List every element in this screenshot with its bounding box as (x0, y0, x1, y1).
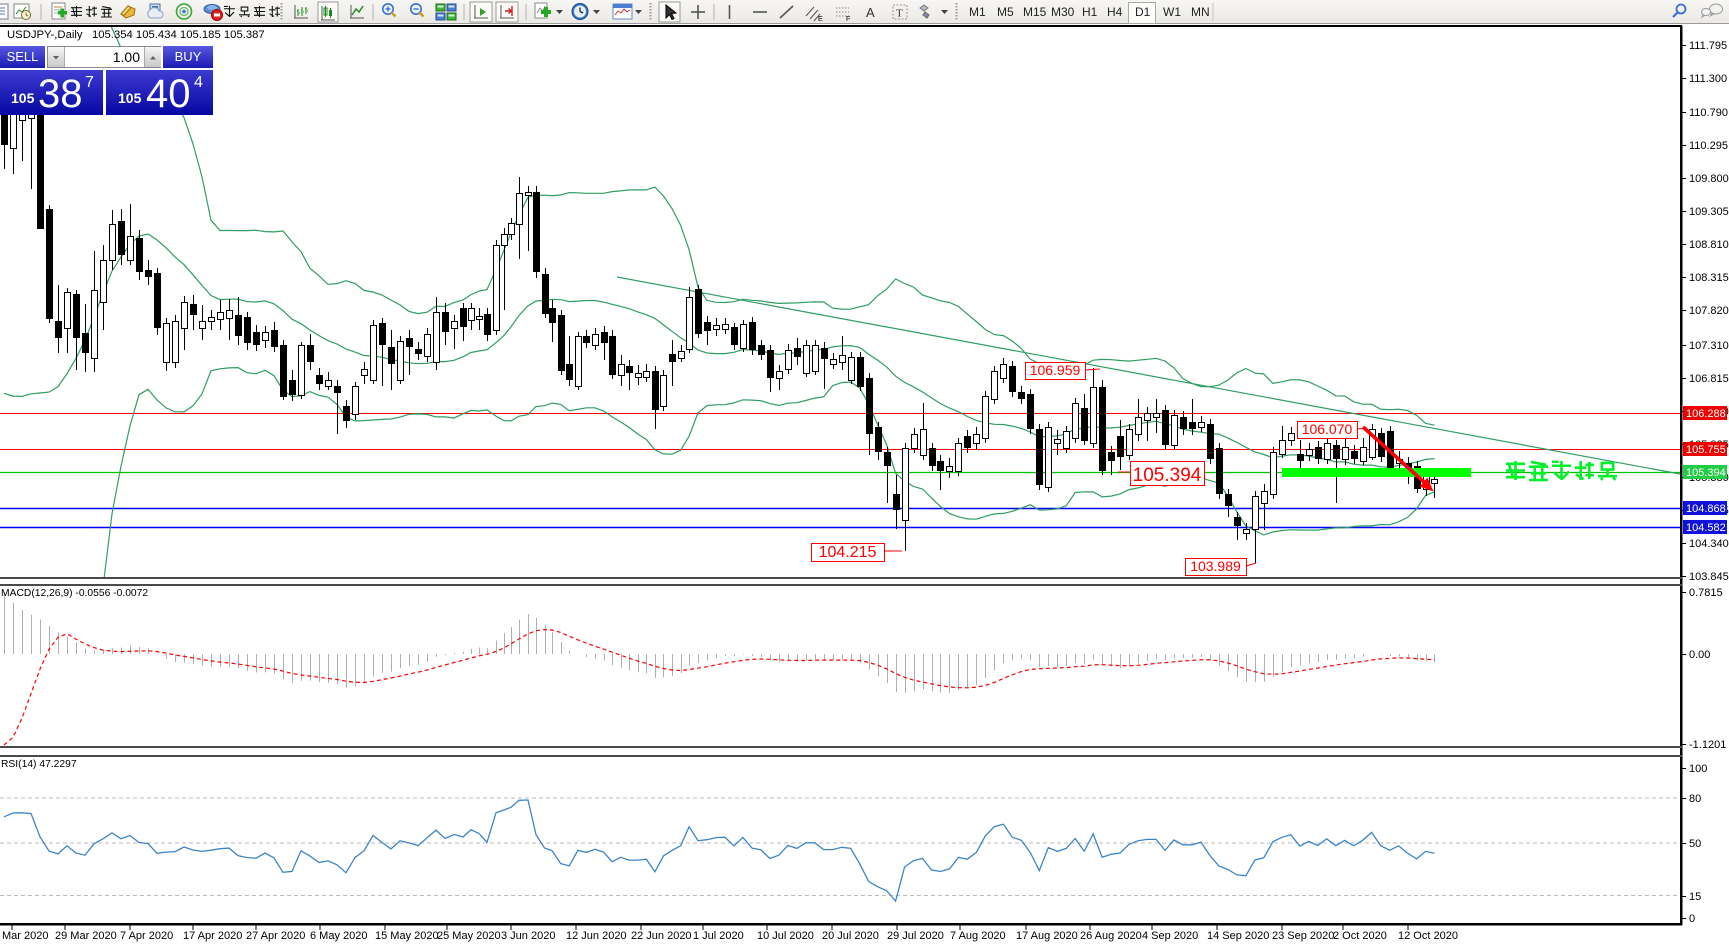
svg-text:106.815: 106.815 (1689, 373, 1729, 385)
svg-text:105.755: 105.755 (1686, 444, 1726, 456)
svg-text:108.810: 108.810 (1689, 239, 1729, 251)
svg-text:107.820: 107.820 (1689, 305, 1729, 317)
svg-text:22 Jun 2020: 22 Jun 2020 (631, 930, 692, 942)
svg-text:29 Jul 2020: 29 Jul 2020 (887, 930, 944, 942)
svg-text:15: 15 (1689, 891, 1701, 903)
svg-text:80: 80 (1689, 793, 1701, 805)
svg-text:Mar 2020: Mar 2020 (2, 930, 48, 942)
svg-text:-1.1201: -1.1201 (1689, 739, 1726, 751)
svg-text:A: A (866, 5, 875, 20)
svg-text:105.394: 105.394 (1686, 467, 1726, 479)
svg-text:0: 0 (1689, 913, 1695, 925)
svg-text:14 Sep 2020: 14 Sep 2020 (1207, 930, 1269, 942)
svg-text:0.00: 0.00 (1689, 649, 1710, 661)
svg-text:104.582: 104.582 (1686, 522, 1726, 534)
svg-text:MACD(12,26,9) -0.0556 -0.0072: MACD(12,26,9) -0.0556 -0.0072 (1, 588, 148, 599)
svg-text:105.394: 105.394 (1133, 465, 1202, 486)
svg-text:26 Aug 2020: 26 Aug 2020 (1080, 930, 1142, 942)
svg-text:27 Apr 2020: 27 Apr 2020 (246, 930, 305, 942)
svg-text:25 May 2020: 25 May 2020 (437, 930, 501, 942)
svg-text:7 Apr 2020: 7 Apr 2020 (120, 930, 173, 942)
svg-text:104.868: 104.868 (1686, 503, 1726, 515)
svg-text:110.790: 110.790 (1689, 107, 1728, 119)
svg-text:109.305: 109.305 (1689, 206, 1729, 218)
svg-text:107.310: 107.310 (1689, 340, 1729, 352)
svg-text:106.070: 106.070 (1302, 421, 1353, 437)
svg-text:USDJPY-,Daily 105.354 105.43: USDJPY-,Daily 105.354 105.434 105.185 10… (7, 29, 265, 41)
svg-text:4 Sep 2020: 4 Sep 2020 (1142, 930, 1198, 942)
svg-text:7 Aug 2020: 7 Aug 2020 (950, 930, 1006, 942)
svg-text:F: F (846, 16, 850, 23)
svg-text:3 Jun 2020: 3 Jun 2020 (501, 930, 555, 942)
svg-text:106.959: 106.959 (1030, 362, 1081, 378)
svg-text:E: E (818, 16, 823, 23)
svg-text:23 Sep 2020: 23 Sep 2020 (1272, 930, 1334, 942)
svg-text:103.845: 103.845 (1689, 571, 1729, 583)
svg-text:100: 100 (1689, 763, 1707, 775)
svg-text:29 Mar 2020: 29 Mar 2020 (55, 930, 117, 942)
svg-text:106.288: 106.288 (1686, 408, 1726, 420)
svg-text:50: 50 (1689, 838, 1701, 850)
svg-text:15 May 2020: 15 May 2020 (375, 930, 439, 942)
svg-text:104.340: 104.340 (1689, 538, 1729, 550)
svg-text:110.295: 110.295 (1689, 140, 1728, 152)
svg-text:RSI(14) 47.2297: RSI(14) 47.2297 (1, 759, 77, 770)
svg-text:12 Jun 2020: 12 Jun 2020 (566, 930, 627, 942)
svg-text:0.7815: 0.7815 (1689, 587, 1723, 599)
svg-text:109.800: 109.800 (1689, 173, 1729, 185)
svg-text:104.215: 104.215 (819, 544, 877, 561)
svg-text:12 Oct 2020: 12 Oct 2020 (1398, 930, 1458, 942)
svg-text:103.989: 103.989 (1190, 558, 1241, 574)
svg-text:17 Aug 2020: 17 Aug 2020 (1016, 930, 1078, 942)
svg-text:17 Apr 2020: 17 Apr 2020 (183, 930, 242, 942)
svg-text:111.795: 111.795 (1689, 40, 1727, 52)
svg-text:6 May 2020: 6 May 2020 (310, 930, 367, 942)
svg-text:T: T (896, 8, 903, 20)
svg-text:111.300: 111.300 (1689, 73, 1727, 85)
svg-text:20 Jul 2020: 20 Jul 2020 (822, 930, 879, 942)
svg-text:10 Jul 2020: 10 Jul 2020 (757, 930, 814, 942)
svg-text:2 Oct 2020: 2 Oct 2020 (1333, 930, 1387, 942)
svg-text:1 Jul 2020: 1 Jul 2020 (693, 930, 744, 942)
svg-text:108.315: 108.315 (1689, 272, 1729, 284)
